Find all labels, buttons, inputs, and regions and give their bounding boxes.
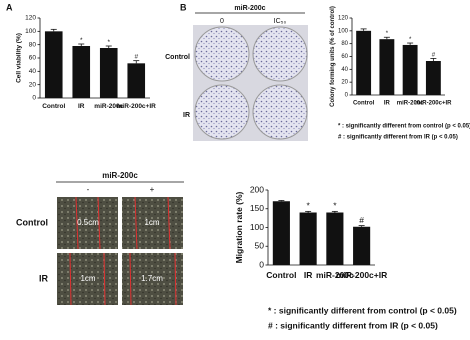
wound-edges: [69, 196, 177, 306]
significance-marker: *: [333, 201, 337, 211]
y-tick-label: 120: [25, 15, 36, 22]
x-tick-label: miR-200c: [94, 103, 123, 110]
width-label: 1.7cm: [141, 274, 163, 283]
significance-marker: #: [134, 53, 138, 60]
note: # : significantly different from IR (p <…: [338, 135, 458, 141]
significance-marker: *: [386, 31, 389, 37]
y-axis-label: Migration rate (%): [234, 191, 244, 263]
bar: [425, 60, 441, 95]
row-label: Control: [16, 217, 48, 227]
y-tick-label: 120: [338, 16, 349, 22]
dish: [252, 26, 308, 82]
y-tick-label: 50: [255, 241, 265, 251]
x-tick-label: Control: [42, 103, 65, 110]
migration-image: [122, 197, 183, 249]
bar: [72, 46, 91, 98]
migration-image: [57, 253, 118, 305]
panel-label: A: [6, 2, 13, 12]
note: * : significantly different from control…: [338, 124, 470, 130]
dish: [194, 26, 250, 82]
bar: [272, 201, 290, 265]
bar: [299, 212, 317, 265]
column-label: -: [87, 185, 90, 194]
y-tick-label: 60: [341, 54, 348, 60]
y-tick-label: 20: [341, 80, 348, 86]
y-tick-label: 60: [29, 55, 37, 62]
significance-marker: *: [80, 37, 83, 44]
x-tick-label: Control: [353, 101, 375, 107]
column-label: IC₅₀: [274, 18, 287, 25]
bar: [326, 212, 344, 265]
width-label: 0.5cm: [77, 218, 99, 227]
significance-marker: *: [409, 37, 412, 43]
width-label: 1cm: [144, 218, 159, 227]
y-tick-label: 0: [259, 259, 264, 269]
bar: [127, 63, 146, 98]
y-tick-label: 0: [32, 95, 36, 102]
y-axis-label: Cell viability (%): [15, 33, 22, 83]
y-tick-label: 150: [250, 203, 264, 213]
dish-header: miR-200c: [234, 5, 265, 12]
dish-panel: miR-200c 0 IC₅₀ Control IR: [165, 5, 308, 141]
significance-marker: #: [432, 52, 436, 58]
significance-marker: *: [107, 39, 110, 46]
x-tick-label: miR-200c+IR: [415, 101, 452, 107]
bar: [356, 30, 372, 95]
y-tick-label: 80: [341, 41, 348, 47]
column-label: +: [150, 185, 155, 194]
y-tick-label: 40: [29, 68, 37, 75]
x-tick-label: IR: [78, 103, 85, 110]
x-tick-label: IR: [304, 270, 313, 280]
significance-marker: #: [359, 215, 364, 225]
y-tick-label: 0: [345, 93, 349, 99]
x-tick-label: miR-200c: [316, 270, 354, 280]
migration-image: [57, 197, 118, 249]
bar: [379, 39, 395, 95]
x-tick-label: miR-200c+IR: [117, 103, 157, 110]
bar: [99, 48, 118, 98]
bar: [353, 226, 371, 265]
migration-panel: miR-200c - + Control IR 0.5cm 1cm 1cm 1.…: [16, 171, 184, 306]
x-tick-label: miR-200c+IR: [336, 270, 387, 280]
significance-marker: *: [306, 201, 310, 211]
y-axis-label: Colony forming units (% of control): [330, 6, 336, 107]
bar: [44, 31, 63, 98]
y-tick-label: 100: [250, 222, 264, 232]
y-tick-label: 20: [29, 81, 37, 88]
row-label: IR: [39, 273, 49, 283]
y-tick-label: 200: [250, 184, 264, 194]
migration-image: [122, 253, 183, 305]
y-tick-label: 100: [338, 28, 349, 34]
x-tick-label: Control: [266, 270, 296, 280]
y-tick-label: 80: [29, 41, 37, 48]
y-tick-label: 100: [25, 28, 36, 35]
dish: [194, 84, 250, 140]
width-label: 1cm: [80, 274, 95, 283]
migration-header: miR-200c: [102, 171, 138, 180]
note: * : significantly different from control…: [268, 305, 457, 315]
y-tick-label: 40: [341, 67, 348, 73]
x-tick-label: IR: [384, 101, 391, 107]
row-label: IR: [183, 112, 190, 119]
row-label: Control: [165, 54, 190, 61]
note: # : significantly different from IR (p <…: [268, 320, 438, 330]
dish: [252, 84, 308, 140]
column-label: 0: [220, 18, 224, 25]
bar: [402, 44, 418, 95]
panel-label: B: [180, 2, 187, 12]
x-tick-label: miR-200c: [397, 101, 424, 107]
